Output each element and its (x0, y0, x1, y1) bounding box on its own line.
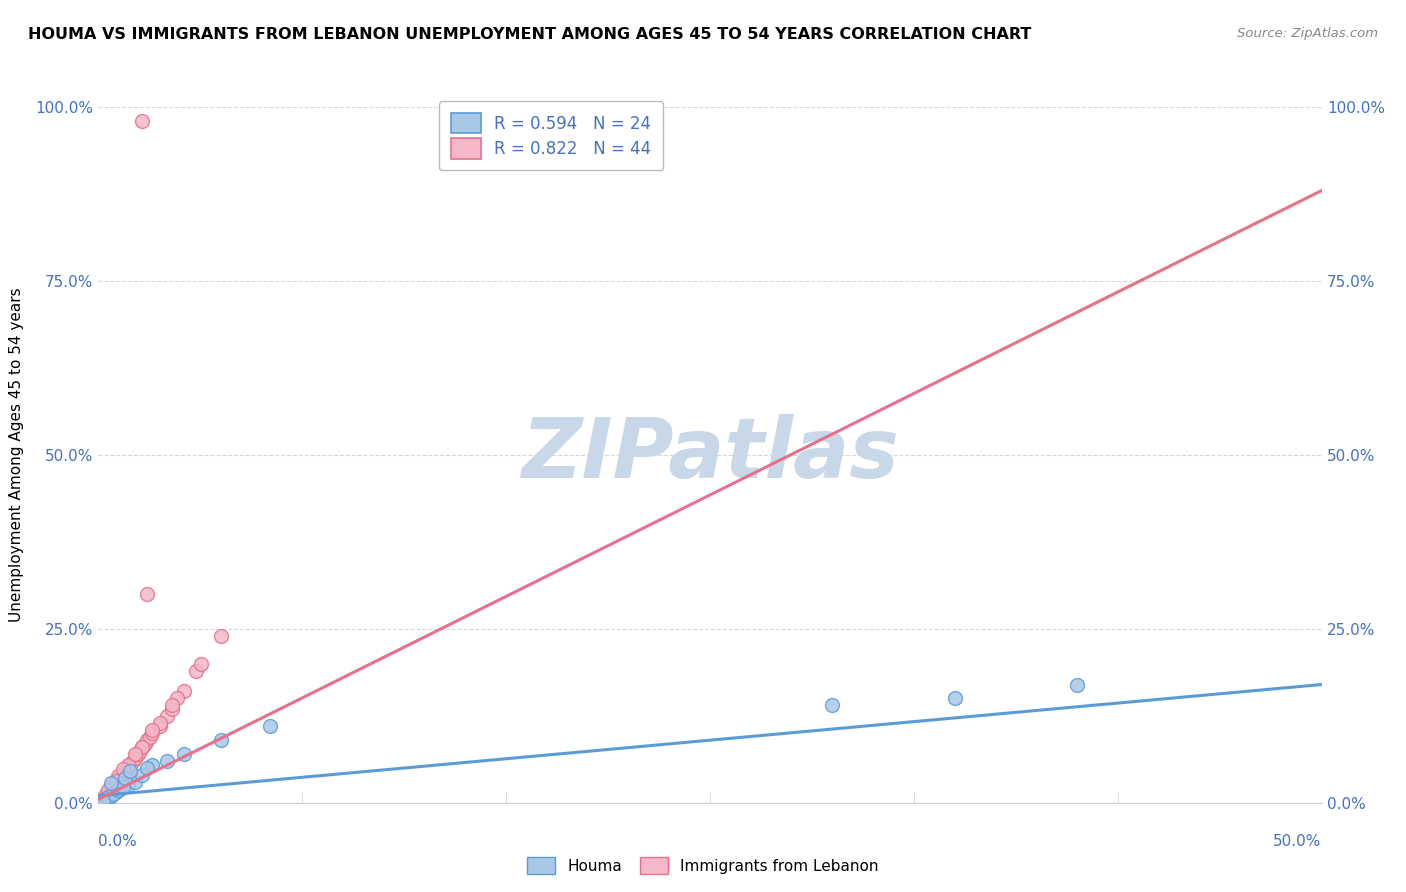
Point (94, 792, 117, 806)
Point (136, 733, 159, 747)
Point (97, 789, 120, 803)
Point (111, 763, 134, 777)
Point (156, 754, 179, 768)
Point (117, 757, 139, 772)
Point (141, 723, 163, 737)
Text: Source: ZipAtlas.com: Source: ZipAtlas.com (1237, 27, 1378, 40)
Point (91, 792, 114, 806)
Point (117, 778, 139, 792)
Point (149, 715, 172, 730)
Text: ZIPatlas: ZIPatlas (522, 415, 898, 495)
Point (186, 664, 208, 678)
Point (124, 775, 146, 789)
Point (131, 114, 153, 128)
Point (120, 757, 142, 772)
Point (111, 768, 134, 782)
Point (97, 783, 120, 797)
Point (173, 684, 195, 698)
Point (1066, 677, 1088, 691)
Text: HOUMA VS IMMIGRANTS FROM LEBANON UNEMPLOYMENT AMONG AGES 45 TO 54 YEARS CORRELAT: HOUMA VS IMMIGRANTS FROM LEBANON UNEMPLO… (28, 27, 1032, 42)
Point (100, 789, 122, 803)
Point (107, 775, 129, 789)
Point (209, 733, 232, 747)
Point (173, 747, 195, 761)
Point (821, 698, 844, 713)
Point (90, 794, 112, 808)
Point (149, 719, 172, 733)
Point (100, 780, 122, 795)
Point (107, 769, 129, 783)
Point (111, 780, 134, 795)
Point (120, 764, 142, 779)
Point (107, 783, 129, 797)
Point (131, 740, 153, 755)
Point (131, 768, 153, 782)
Point (100, 785, 122, 799)
Point (259, 719, 281, 733)
Text: 50.0%: 50.0% (1274, 834, 1322, 849)
Legend: R = 0.594   N = 24, R = 0.822   N = 44: R = 0.594 N = 24, R = 0.822 N = 44 (439, 102, 662, 170)
Point (160, 702, 183, 716)
Point (91, 794, 114, 808)
Point (117, 761, 139, 775)
Point (94, 788, 117, 802)
Point (160, 698, 183, 713)
Point (101, 781, 124, 796)
Point (104, 773, 127, 788)
Point (104, 785, 127, 799)
Point (124, 747, 146, 761)
Point (129, 744, 152, 758)
Point (139, 730, 162, 744)
Point (141, 726, 163, 740)
Point (943, 691, 966, 706)
Point (136, 761, 159, 775)
Text: 0.0%: 0.0% (98, 834, 138, 849)
Point (114, 772, 136, 786)
Point (156, 708, 179, 723)
Point (190, 657, 212, 671)
Point (131, 740, 153, 755)
Point (110, 772, 132, 786)
Point (124, 750, 146, 764)
Point (136, 587, 159, 601)
Point (100, 776, 122, 790)
Point (121, 754, 143, 768)
Point (104, 778, 127, 792)
Point (101, 788, 124, 802)
Point (127, 747, 149, 761)
Point (134, 737, 156, 751)
Point (110, 781, 132, 796)
Point (166, 691, 188, 706)
Point (141, 757, 163, 772)
Point (94, 790, 117, 805)
Y-axis label: Unemployment Among Ages 45 to 54 years: Unemployment Among Ages 45 to 54 years (8, 287, 24, 623)
Point (114, 764, 136, 779)
Point (97, 790, 120, 805)
Legend: Houma, Immigrants from Lebanon: Houma, Immigrants from Lebanon (522, 851, 884, 880)
Point (209, 629, 232, 643)
